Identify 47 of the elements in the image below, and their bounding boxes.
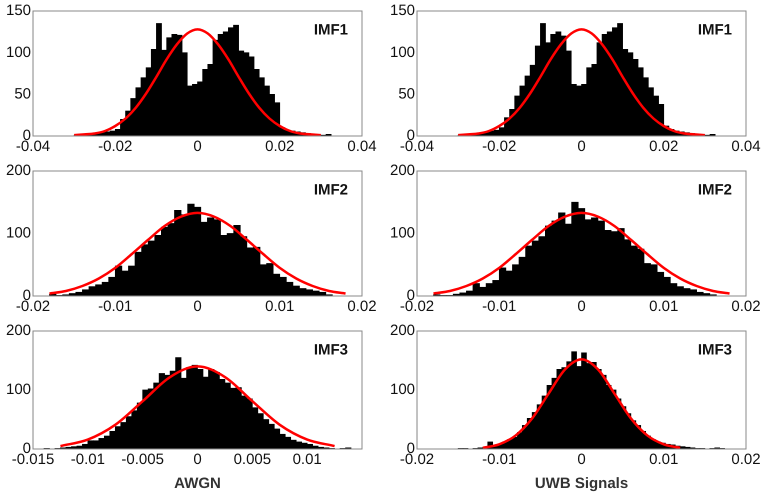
x-tick-label: -0.01: [70, 451, 105, 468]
x-tick-label: 0: [577, 451, 586, 468]
x-tick-label: -0.01: [98, 298, 132, 316]
x-tick-label: 0.02: [265, 138, 294, 156]
y-tick-label: 100: [6, 381, 32, 398]
x-tick-label: 0.01: [649, 298, 678, 316]
y-tick-label: 200: [390, 322, 416, 340]
annotation: IMF1: [314, 22, 348, 39]
y-tick-label: 100: [390, 224, 416, 242]
x-tick-label: 0.01: [292, 451, 322, 468]
y-tick-label: 50: [398, 85, 416, 102]
x-tick-label: 0: [193, 451, 202, 468]
x-tick-label: 0: [577, 298, 586, 316]
y-tick-label: 50: [14, 85, 32, 102]
x-tick-label: 0.01: [265, 298, 294, 316]
annotation: IMF1: [698, 22, 732, 39]
x-tick-label: 0: [577, 138, 586, 156]
x-tick-label: 0.02: [731, 298, 761, 316]
annotation: IMF2: [698, 182, 732, 199]
x-tick-label: 0.04: [731, 138, 761, 156]
x-tick-label: 0.04: [347, 138, 377, 156]
x-tick-label: 0.02: [649, 138, 678, 156]
x-tick-label: 0.01: [649, 451, 678, 468]
x-tick-label: 0.005: [234, 451, 272, 468]
x-tick-label: -0.01: [482, 451, 516, 468]
annotation: IMF3: [698, 342, 732, 359]
x-tick-label: 0: [193, 298, 202, 316]
y-tick-label: 200: [6, 162, 32, 180]
x-tick-label: 0: [193, 138, 202, 156]
y-tick-label: 200: [6, 322, 32, 340]
y-tick-label: 150: [6, 2, 32, 20]
y-tick-label: 200: [390, 162, 416, 180]
y-tick-label: 100: [6, 44, 32, 61]
y-tick-label: 150: [390, 2, 416, 20]
x-tick-label: -0.02: [482, 138, 516, 156]
x-axis-title: UWB Signals: [534, 475, 628, 492]
x-tick-label: -0.01: [482, 298, 516, 316]
y-tick-label: 100: [390, 381, 416, 398]
annotation: IMF3: [314, 342, 348, 359]
x-tick-label: -0.005: [121, 451, 164, 468]
x-tick-label: -0.02: [98, 138, 132, 156]
x-axis-title: AWGN: [174, 475, 221, 492]
x-tick-label: 0.02: [347, 298, 377, 316]
y-tick-label: 100: [390, 44, 416, 61]
x-tick-label: 0.02: [731, 451, 761, 468]
annotation: IMF2: [314, 182, 348, 199]
y-tick-label: 100: [6, 224, 32, 242]
